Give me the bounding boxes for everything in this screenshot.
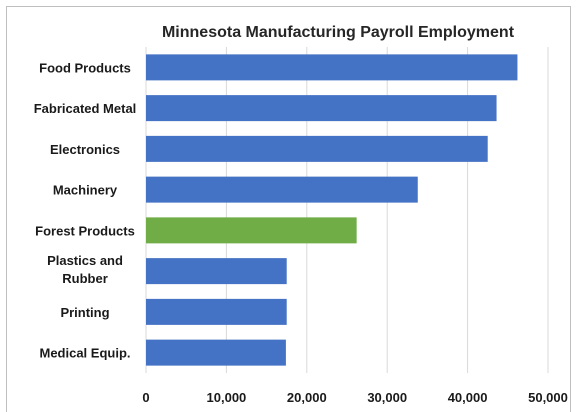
bar-fabricated-metal [146,95,497,122]
chart-frame: Minnesota Manufacturing Payroll Employme… [6,6,571,412]
x-tick-label: 0 [142,390,149,405]
bar-machinery [146,176,418,203]
category-label: Food Products [39,60,131,75]
x-tick-label: 50,000 [528,390,568,405]
category-label: Printing [60,305,109,320]
bar-forest-products [146,217,357,244]
bar-electronics [146,135,488,162]
category-label: Fabricated Metal [34,101,137,116]
bar-chart: Minnesota Manufacturing Payroll Employme… [34,24,568,405]
x-tick-label: 20,000 [287,390,327,405]
chart-title: Minnesota Manufacturing Payroll Employme… [162,24,515,41]
x-tick-label: 30,000 [367,390,407,405]
category-label: Forest Products [35,223,135,238]
category-labels: Food Products Fabricated Metal Electronics… [34,60,137,360]
category-label: Plastics and Rubber [47,253,123,286]
bar-plastics-and-rubber [146,258,287,285]
bar-food-products [146,54,518,81]
category-label: Electronics [50,142,120,157]
bars [146,54,518,366]
bar-printing [146,298,287,325]
bar-medical-equip- [146,339,286,366]
category-label: Medical Equip. [39,346,130,361]
x-tick-labels: 0 10,000 20,000 30,000 40,000 50,000 [142,390,568,405]
x-tick-label: 40,000 [448,390,488,405]
category-label: Machinery [53,183,118,198]
x-tick-label: 10,000 [207,390,247,405]
